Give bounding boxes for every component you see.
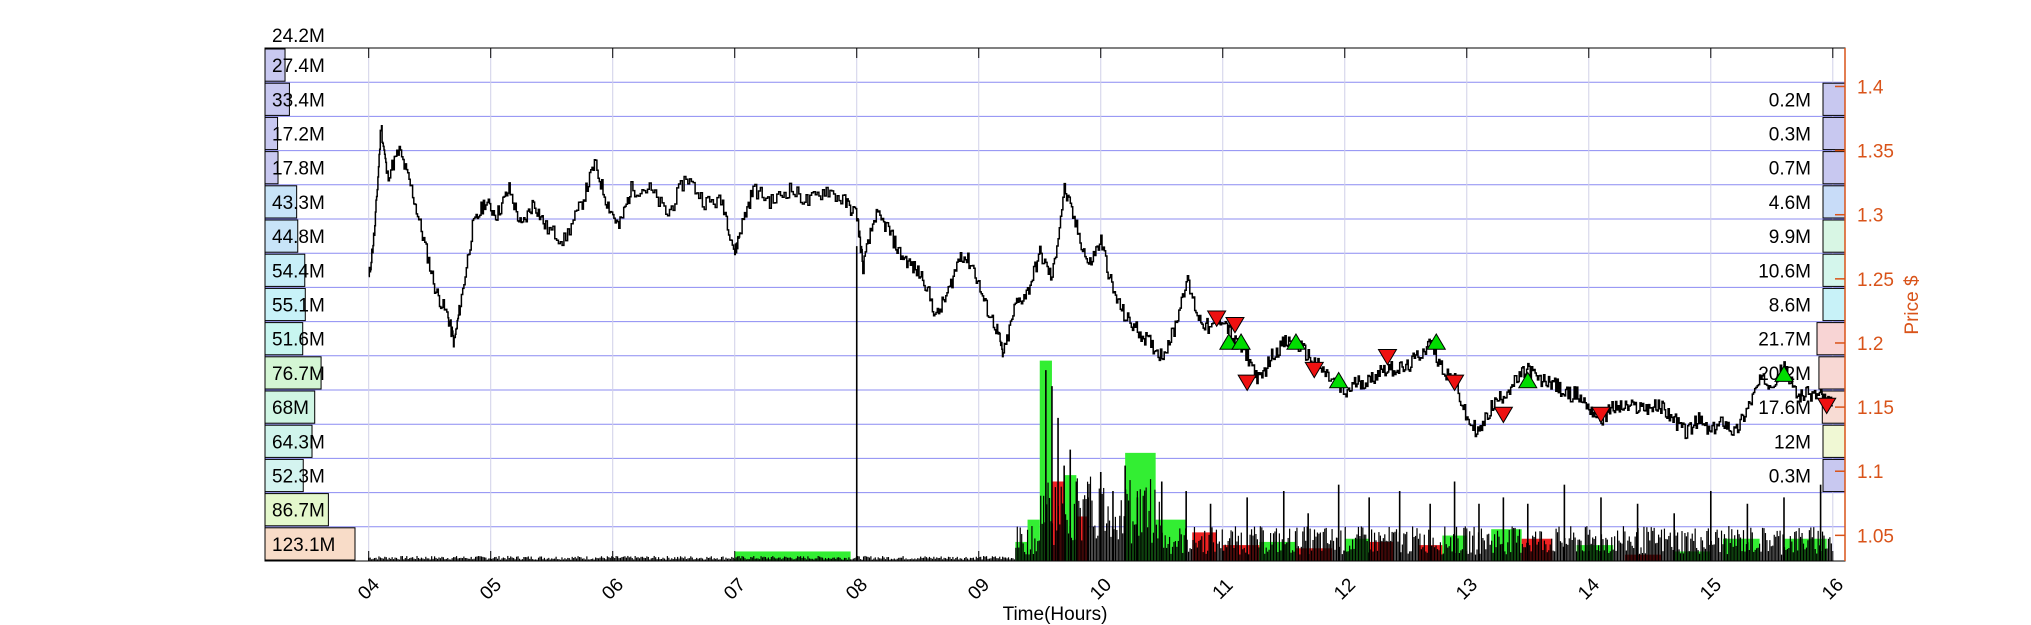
profile-bar-left [264,219,299,253]
profile-label-right: 12M [1774,432,1811,453]
buy-marker [1218,332,1239,350]
profile-label-left: 123.1M [272,535,335,556]
sell-marker [1816,397,1837,415]
profile-label-left: 51.6M [272,330,325,351]
buy-marker [1286,332,1306,350]
x-axis-label: Time(Hours) [1003,604,1108,625]
profile-label-right: 9.9M [1769,227,1811,248]
profile-label-right: 8.6M [1769,296,1811,317]
profile-bar-right [1822,424,1846,458]
price-tick-label: 1.3 [1857,206,1883,227]
profile-bar-right [1822,458,1846,493]
profile-bar-left [264,527,356,561]
profile-label-right: 4.6M [1769,193,1811,214]
profile-bar-right [1822,185,1846,219]
profile-bar-left [264,322,304,356]
profile-bar-right [1818,356,1846,390]
profile-top-label: 24.2M [272,26,325,47]
profile-bar-right [1822,219,1846,253]
profile-bar-right [1822,151,1846,185]
buy-marker [1426,332,1447,350]
profile-bar-left [264,424,313,458]
x-tick-label: 09 [964,574,994,604]
left-volume-profile: 24.2M 27.4M 33.4M 17.2M 17.8M 43.3M 44.8M 54.4M… [264,26,356,561]
sell-marker [1377,349,1398,366]
price-tick-label: 1.2 [1857,334,1883,355]
sell-marker [1591,406,1611,424]
trade-markers [1206,310,1837,424]
x-tick-label: 06 [598,574,628,604]
profile-bar-right [1822,82,1846,116]
price-tick-label: 1.1 [1857,462,1883,483]
buy-marker [1328,371,1349,389]
profile-label-right: 0.3M [1769,125,1811,146]
profile-bar-right [1822,287,1846,322]
sell-marker [1304,361,1325,379]
x-tick-label: 15 [1696,574,1726,604]
x-tick-label: 11 [1209,575,1238,604]
profile-bar-left [264,253,306,287]
profile-bar-left [264,356,322,390]
profile-label-right: 17.6M [1758,398,1811,419]
price-series [368,125,1833,440]
profile-label-left: 55.1M [272,296,325,317]
profile-label-left: 17.2M [272,125,325,146]
profile-label-right: 0.2M [1769,90,1811,111]
profile-bar-left [264,287,306,322]
profile-label-right: 0.3M [1769,467,1811,488]
x-tick-label: 10 [1086,574,1116,604]
price-tick-label: 1.05 [1857,526,1894,547]
profile-label-left: 33.4M [272,90,325,111]
buy-marker [1517,371,1538,389]
profile-bar-left [264,493,329,527]
x-tick-label: 13 [1452,574,1482,604]
profile-label-left: 68M [272,398,309,419]
profile-label-right: 0.7M [1769,159,1811,180]
profile-bar-right [1816,322,1846,356]
x-tick-label: 04 [354,574,384,604]
x-tick-label: 12 [1330,574,1360,604]
right-volume-profile: 0.2M0.3M0.7M4.6M9.9M10.6M8.6M21.7M20.2M1… [1758,82,1846,493]
profile-bar-left [264,185,298,219]
profile-bar-right [1822,253,1846,287]
profile-label-left: 17.8M [272,159,325,180]
price-tick-label: 1.25 [1857,270,1894,291]
buy-marker [1774,365,1794,382]
sell-marker [1225,316,1245,334]
profile-label-left: 27.4M [272,56,325,77]
buy-marker [1231,332,1251,350]
x-tick-label: 05 [476,574,506,604]
price-tick-label: 1.4 [1857,77,1884,98]
volume-block [734,551,851,561]
price-tick-label: 1.15 [1857,398,1894,419]
sell-marker [1493,406,1514,424]
price-axis-label: Price $ [1902,275,1923,335]
volume-block [1076,516,1089,561]
profile-label-left: 52.3M [272,467,325,488]
price-tick-label: 1.35 [1857,142,1894,163]
x-tick-label: 14 [1574,574,1604,604]
sell-marker [1206,310,1227,328]
sell-marker [1237,374,1258,392]
profile-bar-left [264,390,316,424]
profile-label-right: 10.6M [1758,261,1811,282]
x-tick-label: 07 [720,574,750,604]
x-tick-label: 08 [842,574,872,604]
price-line [368,125,1833,440]
profile-label-left: 76.7M [272,364,325,385]
sell-marker [1444,374,1465,392]
profile-label-left: 54.4M [272,261,325,282]
price-axis-ticks: 1.05 1.1 1.15 1.2 1.25 1.3 1.35 1.4 [1835,48,1894,561]
profile-label-left: 86.7M [272,501,325,522]
profile-label-left: 44.8M [272,227,325,248]
profile-label-left: 64.3M [272,432,325,453]
profile-label-right: 21.7M [1758,330,1811,351]
profile-label-left: 43.3M [272,193,325,214]
profile-bar-right [1822,116,1846,151]
x-tick-label: 16 [1818,574,1848,604]
